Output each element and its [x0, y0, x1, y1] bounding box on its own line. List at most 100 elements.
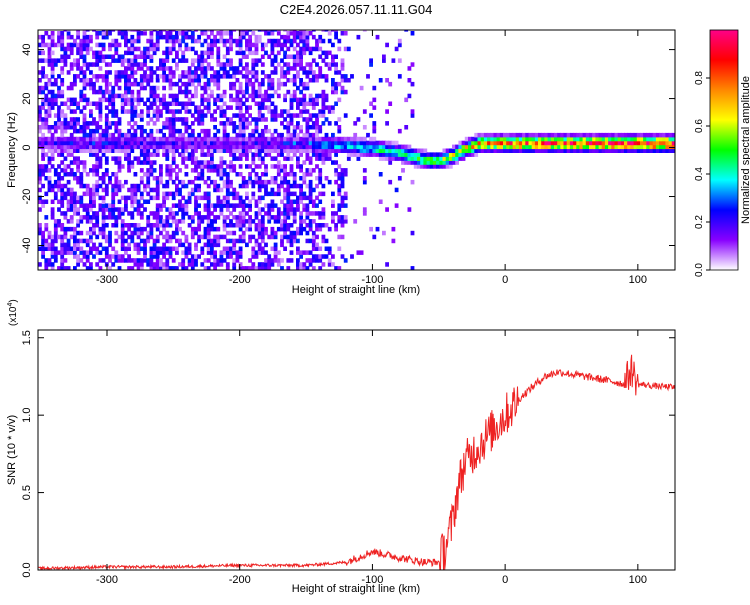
- spectrogram-cell: [50, 254, 55, 259]
- spectrogram-cell: [104, 191, 109, 197]
- spectrogram-cell: [168, 121, 173, 126]
- spectrogram-cell: [124, 140, 128, 146]
- spectrogram-cell: [111, 89, 116, 95]
- spectrogram-cell: [130, 101, 135, 106]
- spectrogram-cell: [95, 136, 100, 142]
- spectrogram-cell: [44, 223, 49, 228]
- spectrogram-cell: [175, 81, 179, 87]
- spectrogram-cell: [366, 144, 370, 150]
- spectrogram-cell: [299, 30, 303, 32]
- spectrogram-cell: [155, 148, 160, 153]
- spectrogram-cell: [582, 136, 587, 142]
- spectrogram-cell: [257, 117, 262, 122]
- spectrogram-cell: [608, 140, 612, 146]
- spectrogram-cell: [206, 152, 211, 157]
- spectrogram-cell: [57, 74, 61, 79]
- spectrogram-cell: [82, 164, 87, 169]
- spectrogram-cell: [264, 168, 268, 173]
- spectrogram-cell: [235, 258, 240, 263]
- spectrogram-cell: [187, 136, 192, 142]
- spectrogram-cell: [299, 81, 303, 87]
- spectrogram-cell: [127, 85, 131, 91]
- spectrogram-cell: [585, 136, 590, 142]
- spectrogram-cell: [305, 74, 310, 79]
- spectrogram-cell: [337, 176, 342, 181]
- spectrogram-cell: [331, 62, 335, 67]
- spectrogram-cell: [649, 148, 654, 153]
- spectrogram-cell: [331, 85, 335, 91]
- spectrogram-cell: [69, 66, 74, 71]
- spectrogram-cell: [394, 152, 399, 157]
- spectrogram-cell: [101, 128, 106, 134]
- spectrogram-cell: [181, 121, 186, 126]
- spectrogram-cell: [149, 34, 154, 40]
- spectrogram-cell: [98, 132, 103, 138]
- spectrogram-cell: [554, 148, 558, 153]
- spectrogram-cell: [289, 93, 294, 99]
- spectrogram-cell: [57, 148, 61, 153]
- spectrogram-cell: [133, 109, 138, 114]
- spectrogram-cell: [302, 38, 307, 44]
- spectrogram-cell: [388, 81, 393, 87]
- spectrogram-cell: [197, 254, 201, 259]
- spectrogram-cell: [391, 144, 396, 150]
- spectrogram-cell: [646, 140, 651, 146]
- spectrogram-cell: [50, 31, 55, 36]
- spectrogram-cell: [286, 234, 291, 240]
- spectrogram-cell: [264, 226, 268, 232]
- spectrogram-cell: [620, 132, 625, 138]
- spectrogram-cell: [133, 70, 138, 75]
- spectrogram-cell: [382, 230, 386, 236]
- spectrogram-cell: [652, 148, 657, 153]
- spectrogram-cell: [359, 148, 364, 153]
- spectrogram-cell: [85, 211, 90, 216]
- spectrogram-cell: [289, 238, 294, 244]
- spectrogram-cell: [101, 172, 106, 177]
- spectrogram-cell: [104, 89, 109, 95]
- spectrogram-cell: [299, 101, 303, 106]
- spectrogram-cell: [232, 238, 237, 244]
- spectrogram-cell: [47, 50, 52, 56]
- spectrogram-cell: [60, 176, 65, 181]
- spectrogram-cell: [92, 132, 96, 138]
- spectrogram-cell: [162, 226, 166, 232]
- spectrogram-cell: [95, 168, 100, 173]
- spectrogram-cell: [604, 144, 609, 150]
- spectrogram-cell: [302, 50, 307, 56]
- spectrogram-cell: [63, 156, 68, 161]
- spectrogram-cell: [296, 101, 300, 106]
- spectrogram-cell: [79, 78, 84, 83]
- spectrogram-cell: [124, 58, 128, 63]
- spectrogram-cell: [139, 81, 144, 87]
- spectrogram-cell: [168, 238, 173, 244]
- spectrogram-cell: [254, 203, 259, 208]
- spectrogram-cell: [296, 238, 300, 244]
- spectrogram-cell: [659, 148, 663, 153]
- spectrogram-cell: [232, 230, 237, 236]
- spectrogram-cell: [47, 101, 52, 106]
- spectrogram-cell: [127, 74, 131, 79]
- spectrogram-cell: [557, 144, 561, 150]
- spectrogram-cell: [76, 179, 80, 185]
- spectrogram-cell: [321, 97, 326, 103]
- spectrogram-cell: [210, 250, 214, 255]
- spectrogram-cell: [101, 176, 106, 181]
- spectrogram-cell: [162, 70, 166, 75]
- spectrogram-cell: [200, 215, 205, 220]
- spectrogram-cell: [124, 207, 128, 212]
- spectrogram-cell: [178, 31, 182, 36]
- spectrogram-cell: [235, 195, 240, 201]
- spectrogram-cell: [324, 246, 329, 251]
- spectrogram-cell: [315, 183, 319, 189]
- spectrogram-cell: [311, 113, 316, 118]
- spectrogram-cell: [114, 128, 119, 134]
- spectrogram-cell: [283, 136, 287, 142]
- spectrogram-cell: [63, 230, 68, 236]
- spectrogram-cell: [267, 38, 272, 44]
- spectrogram-cell: [190, 234, 195, 240]
- spectrogram-cell: [283, 148, 287, 153]
- spectrogram-cell: [98, 50, 103, 56]
- spectrogram-cell: [82, 191, 87, 197]
- spectrogram-cell: [238, 38, 243, 44]
